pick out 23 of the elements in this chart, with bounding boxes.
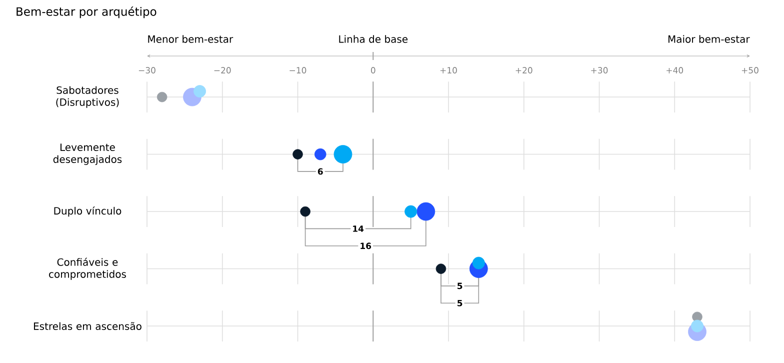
chart-title: Bem-estar por arquétipo [16,6,156,18]
annotation: 5 [458,282,462,290]
annotation: 14 [353,226,364,232]
x-tick-label: −30 [138,67,156,74]
text: Maior bem-estar [668,35,750,43]
y-tick-label: Sabotadores (Disruptivos) [56,86,119,108]
x-tick-label: 0 [370,67,376,74]
annotation: 6 [318,168,323,175]
x-tick-label: +20 [516,67,532,74]
x-tick-label: −10 [290,67,306,74]
x-tick-label: +10 [440,67,457,74]
x-tick-label: +50 [742,67,758,74]
y-tick-label: Estrelas em ascensão [34,322,142,330]
x-tick-label: +40 [666,67,684,74]
text: Linha de base [339,35,408,43]
annotation: 5 [458,300,462,306]
annotation: 16 [360,242,372,250]
y-tick-label: Confiáveis e comprometidos [49,258,126,280]
y-tick-label: Levemente desengajados [53,144,122,165]
y-tick-label: Duplo vínculo [54,206,122,217]
text: Menor bem-estar [148,35,234,43]
x-tick-label: −20 [214,67,231,74]
x-tick-label: +30 [591,67,608,74]
